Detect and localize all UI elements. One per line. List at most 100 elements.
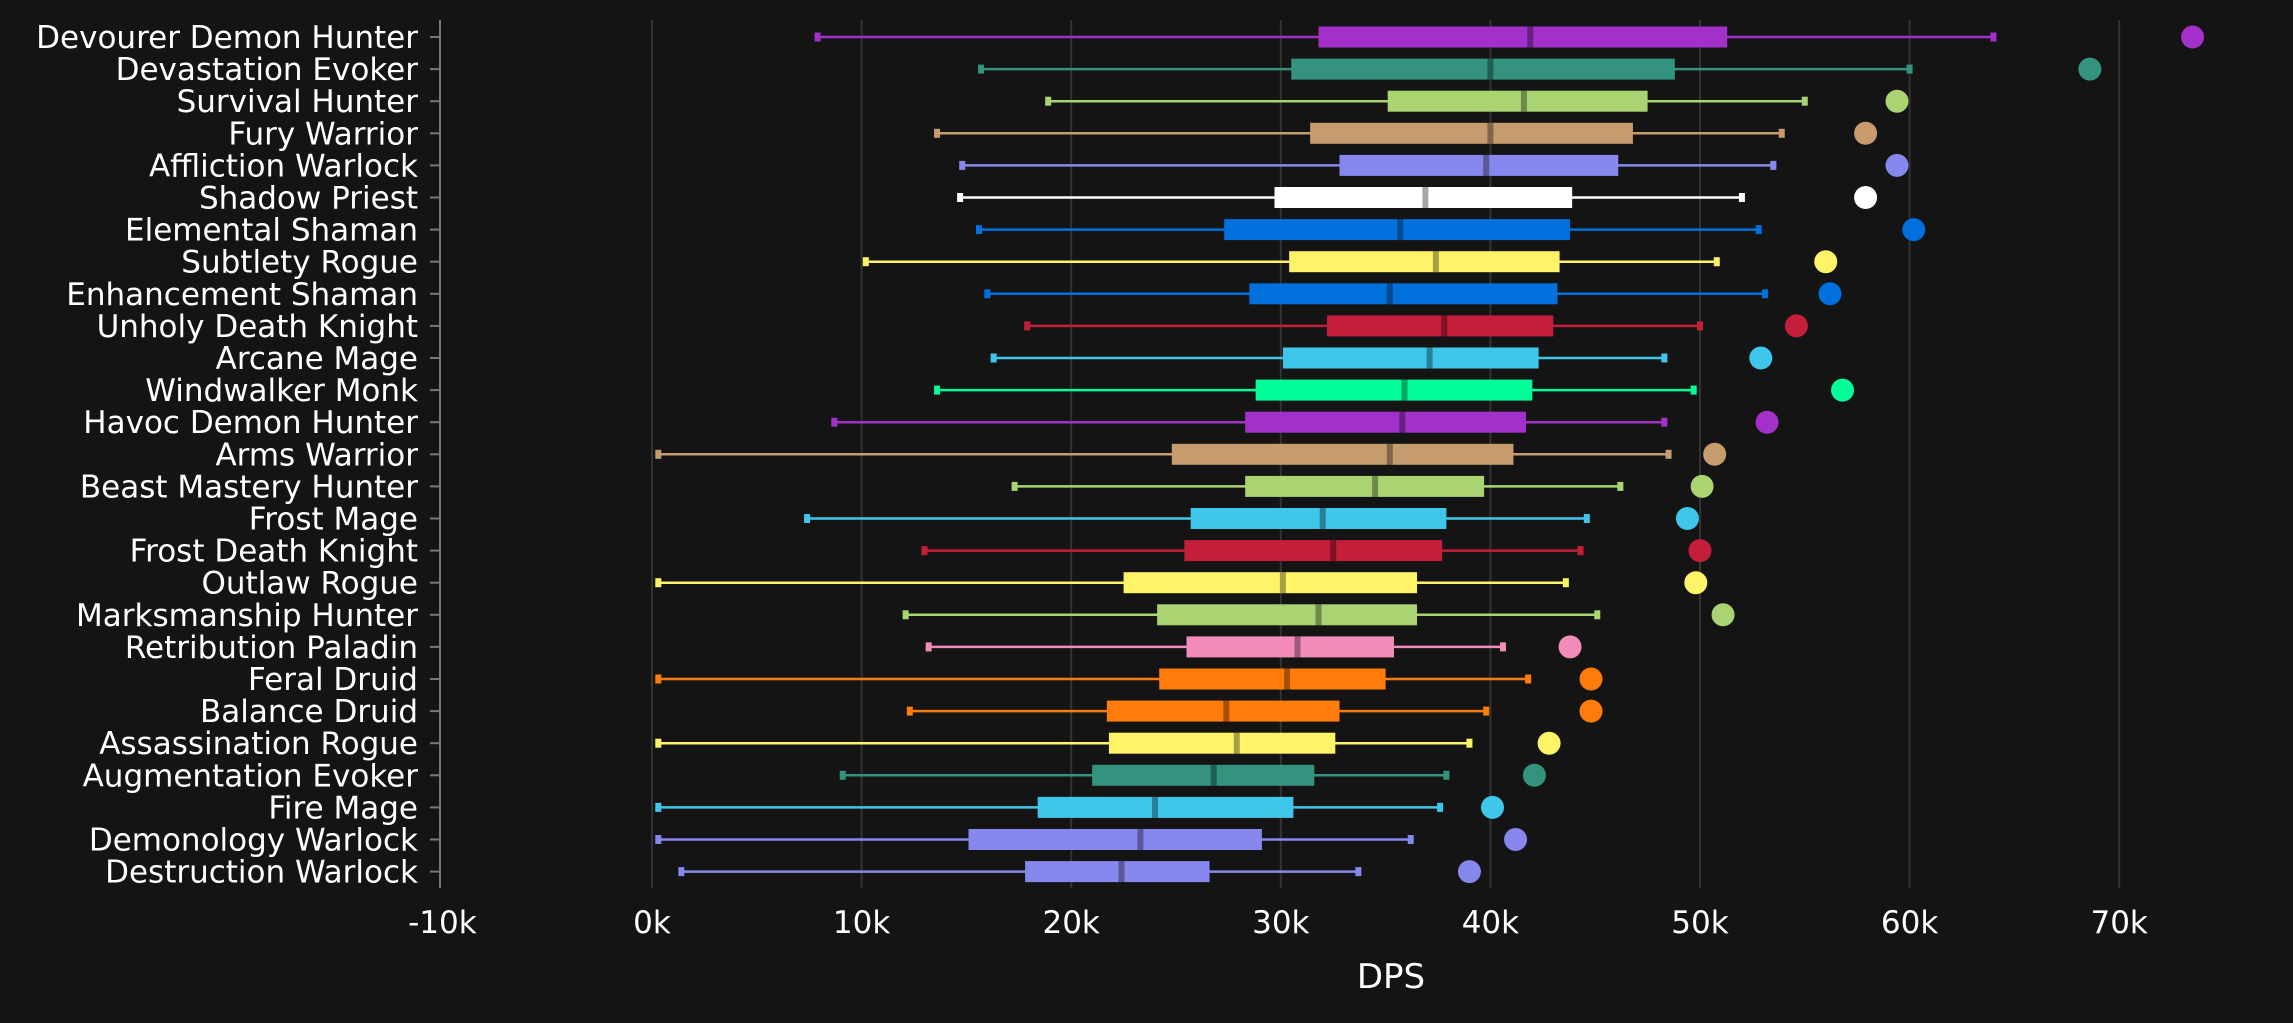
whisker-cap-min <box>921 546 928 556</box>
box-row <box>862 250 1838 274</box>
whisker-cap-min <box>934 385 941 395</box>
outlier-point <box>1688 539 1712 563</box>
median-marker <box>1330 540 1337 562</box>
box-row <box>655 571 1708 595</box>
median-marker <box>1223 700 1230 722</box>
box-row <box>678 860 1481 884</box>
whisker-cap-min <box>831 417 838 427</box>
category-label: Elemental Shaman <box>125 213 418 249</box>
whisker-cap-max <box>1562 578 1569 588</box>
box-row <box>902 603 1735 627</box>
category-label: Frost Mage <box>249 502 418 538</box>
whisker-cap-min <box>655 802 662 812</box>
whisker-cap-max <box>1738 193 1745 202</box>
whisker-cap-min <box>814 32 821 42</box>
whisker-cap-min <box>1045 96 1052 106</box>
iqr-box <box>1224 219 1571 241</box>
x-axis-title: DPS <box>1357 957 1425 997</box>
iqr-box <box>1037 796 1294 818</box>
whisker-cap-max <box>1761 289 1768 299</box>
median-marker <box>1279 572 1286 594</box>
median-marker <box>1401 379 1408 401</box>
box-row <box>831 410 1779 434</box>
whisker-cap-min <box>678 867 685 877</box>
outlier-point <box>1784 314 1808 338</box>
whisker-cap-max <box>1661 353 1668 363</box>
iqr-box <box>1326 315 1554 337</box>
iqr-box <box>1282 347 1539 369</box>
median-marker <box>1372 475 1379 497</box>
whisker-cap-min <box>655 674 662 684</box>
box-row <box>839 763 1546 787</box>
whisker-cap-max <box>1713 257 1720 267</box>
outlier-point <box>1831 378 1855 402</box>
iqr-box <box>1289 251 1560 273</box>
median-marker <box>1386 443 1393 465</box>
category-label: Devastation Evoker <box>116 52 419 88</box>
outlier-point <box>1902 218 1926 242</box>
whisker-cap-max <box>1906 64 1913 74</box>
category-label: Affliction Warlock <box>149 148 418 184</box>
iqr-box <box>1092 764 1315 786</box>
whisker-cap-max <box>1407 835 1414 844</box>
iqr-box <box>1123 572 1418 594</box>
category-label: Devourer Demon Hunter <box>36 20 418 56</box>
category-label: Marksmanship Hunter <box>76 598 418 634</box>
category-axis <box>430 20 441 888</box>
iqr-box <box>1339 154 1619 176</box>
median-marker <box>1152 796 1159 818</box>
box-row <box>814 25 2205 49</box>
outlier-point <box>1885 89 1909 113</box>
iqr-box <box>1318 26 1728 48</box>
category-label: Demonology Warlock <box>89 823 418 859</box>
whisker-cap-max <box>1690 385 1697 395</box>
box-row <box>906 699 1603 723</box>
x-tick-label: 50k <box>1671 905 1728 941</box>
median-marker <box>1399 411 1406 433</box>
category-label: Unholy Death Knight <box>97 309 418 345</box>
whisker-cap-max <box>1499 642 1506 652</box>
iqr-box <box>1171 443 1514 465</box>
median-marker <box>1315 604 1322 626</box>
median-marker <box>1284 668 1291 690</box>
whisker-cap-max <box>1437 802 1444 812</box>
whisker-cap-min <box>1011 481 1018 491</box>
iqr-box <box>968 829 1262 850</box>
iqr-box <box>1255 379 1533 401</box>
category-label: Arms Warrior <box>215 437 418 473</box>
category-label: Windwalker Monk <box>145 373 418 409</box>
category-label: Survival Hunter <box>177 84 419 120</box>
outlier-point <box>1854 121 1878 145</box>
outlier-point <box>1675 507 1699 530</box>
outlier-point <box>1703 442 1727 466</box>
category-label: Retribution Paladin <box>125 630 418 666</box>
outlier-point <box>1504 828 1528 851</box>
category-label: Destruction Warlock <box>105 855 418 891</box>
whisker-cap-max <box>1483 706 1490 716</box>
median-marker <box>1137 829 1144 850</box>
median-marker <box>1319 508 1326 529</box>
iqr-box <box>1108 732 1336 754</box>
category-label: Feral Druid <box>248 662 418 698</box>
whisker-cap-min <box>957 193 964 202</box>
whisker-cap-min <box>906 706 913 716</box>
median-marker <box>1441 315 1448 337</box>
whisker-cap-min <box>655 578 662 588</box>
box-row <box>655 442 1727 466</box>
iqr-box <box>1025 861 1210 883</box>
box-row <box>655 731 1561 755</box>
median-marker <box>1520 90 1527 112</box>
median-marker <box>1233 732 1240 754</box>
category-label: Subtlety Rogue <box>181 245 418 281</box>
iqr-box <box>1274 187 1573 208</box>
median-marker <box>1118 861 1125 883</box>
whisker-cap-min <box>959 160 966 170</box>
whisker-cap-max <box>1990 32 1997 42</box>
outlier-point <box>1684 571 1708 595</box>
category-label: Assassination Rogue <box>99 726 418 762</box>
box-row <box>804 507 1699 530</box>
whisker-cap-min <box>804 514 811 523</box>
x-tick-label: -10k <box>408 905 477 941</box>
x-tick-label: 10k <box>833 905 890 941</box>
